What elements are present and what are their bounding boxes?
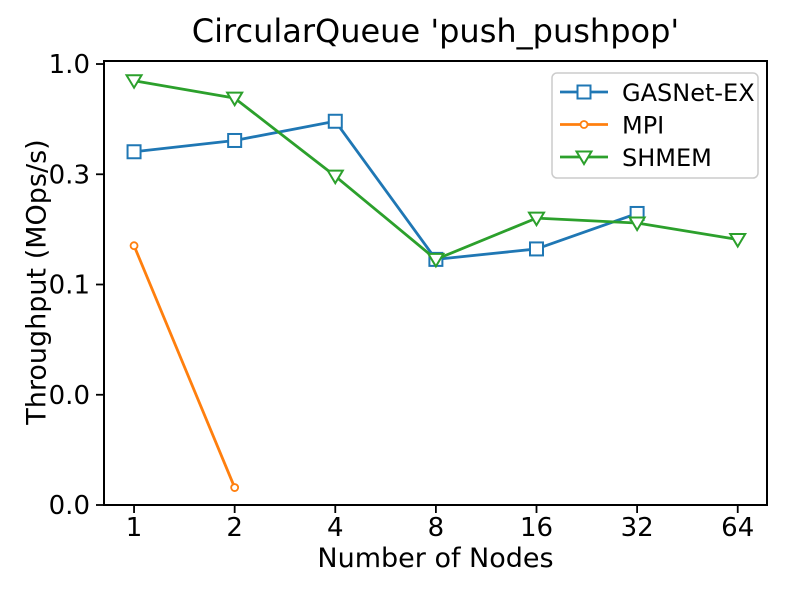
- plot-border: [103, 60, 768, 506]
- marker-triangle-down: [574, 150, 594, 166]
- marker-square: [227, 132, 243, 148]
- marker-square: [529, 241, 545, 257]
- marker-triangle-down: [426, 252, 446, 269]
- x-tick-label: 64: [721, 513, 754, 543]
- legend-box: [551, 72, 759, 179]
- marker-square: [576, 84, 592, 100]
- marker-triangle-down: [627, 216, 647, 232]
- marker-square: [126, 144, 142, 160]
- marker-triangle-down: [124, 74, 144, 90]
- marker-circle: [230, 483, 240, 492]
- x-tick-label: 4: [327, 513, 344, 543]
- legend-label: GASNet-EX: [622, 79, 755, 107]
- x-tick-label: 2: [226, 513, 243, 543]
- y-tick-label: 1.0: [49, 50, 90, 80]
- x-tick-label: 32: [621, 513, 654, 543]
- chart-title: CircularQueue 'push_pushpop': [191, 12, 680, 50]
- y-tick-label: 0.0: [49, 381, 90, 411]
- y-tick-label: 0.0: [49, 491, 90, 521]
- marker-circle: [129, 241, 139, 251]
- x-tick-label: 8: [428, 513, 445, 543]
- marker-triangle-down: [527, 211, 546, 228]
- marker-triangle-down: [326, 169, 345, 186]
- marker-triangle-down: [728, 233, 747, 249]
- series-line-gasnet-ex: [132, 119, 639, 261]
- legend-label: SHMEM: [622, 144, 712, 172]
- x-axis-label: Number of Nodes: [317, 543, 554, 574]
- marker-triangle-down: [225, 91, 244, 108]
- x-tick-label: 16: [520, 513, 553, 543]
- marker-square: [327, 113, 343, 129]
- y-tick-label: 0.3: [49, 160, 90, 190]
- y-tick-label: 0.1: [49, 271, 90, 301]
- legend-label: MPI: [622, 112, 664, 140]
- x-tick-label: 1: [126, 513, 143, 543]
- series-line-mpi: [132, 244, 237, 489]
- marker-circle: [579, 120, 589, 129]
